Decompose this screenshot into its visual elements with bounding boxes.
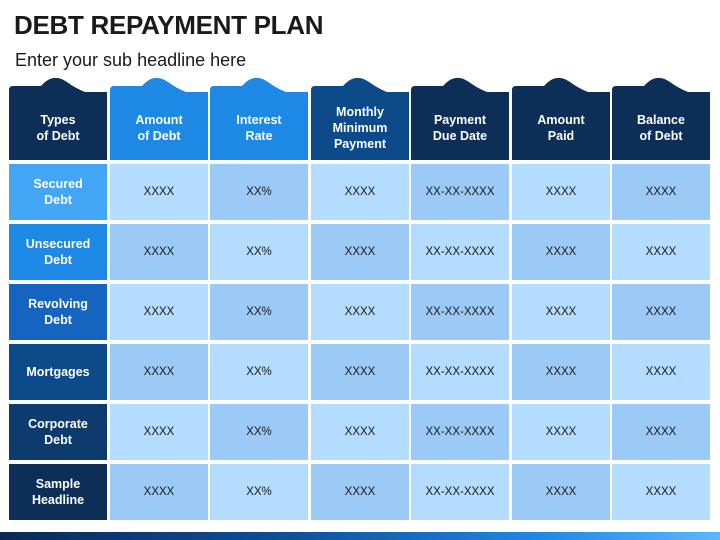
cell-amount-of-debt: XXXX <box>110 284 208 340</box>
header-label: Interest Rate <box>236 112 282 143</box>
cell-amount-of-debt: XXXX <box>110 164 208 220</box>
row-label-mortgages: Mortgages <box>9 344 107 400</box>
header-payment-due-date: Payment Due Date <box>411 76 509 160</box>
header-balance-of-debt: Balance of Debt <box>612 76 710 160</box>
row-label-revolving-debt: Revolving Debt <box>9 284 107 340</box>
cell-interest-rate: XX% <box>210 224 308 280</box>
tab-shape <box>9 77 107 160</box>
cell-interest-rate: XX% <box>210 284 308 340</box>
cell-amount-paid: XXXX <box>512 164 610 220</box>
header-label: Amount of Debt <box>135 112 183 143</box>
tab-shape <box>110 77 208 160</box>
cell-monthly-minimum-payment: XXXX <box>311 344 409 400</box>
cell-balance-of-debt: XXXX <box>612 224 710 280</box>
cell-amount-paid: XXXX <box>512 224 610 280</box>
page-title: DEBT REPAYMENT PLAN <box>14 10 324 40</box>
header-label: Monthly Minimum Payment <box>332 104 388 152</box>
debt-table: Types of Debt Amount of Debt Interest Ra… <box>9 76 711 522</box>
cell-monthly-minimum-payment: XXXX <box>311 224 409 280</box>
row-label-secured-debt: Secured Debt <box>9 164 107 220</box>
cell-monthly-minimum-payment: XXXX <box>311 464 409 520</box>
tab-shape <box>411 77 509 160</box>
header-types-of-debt: Types of Debt <box>9 76 107 160</box>
page-subtitle: Enter your sub headline here <box>15 50 247 70</box>
cell-amount-paid: XXXX <box>512 284 610 340</box>
cell-amount-of-debt: XXXX <box>110 404 208 460</box>
cell-amount-paid: XXXX <box>512 404 610 460</box>
cell-monthly-minimum-payment: XXXX <box>311 404 409 460</box>
header-monthly-minimum-payment: Monthly Minimum Payment <box>311 76 409 160</box>
cell-payment-due-date: XX-XX-XXXX <box>411 404 509 460</box>
cell-amount-of-debt: XXXX <box>110 224 208 280</box>
cell-balance-of-debt: XXXX <box>612 284 710 340</box>
cell-balance-of-debt: XXXX <box>612 404 710 460</box>
cell-payment-due-date: XX-XX-XXXX <box>411 284 509 340</box>
cell-payment-due-date: XX-XX-XXXX <box>411 224 509 280</box>
header-label: Types of Debt <box>36 112 80 143</box>
cell-interest-rate: XX% <box>210 164 308 220</box>
cell-balance-of-debt: XXXX <box>612 464 710 520</box>
cell-payment-due-date: XX-XX-XXXX <box>411 464 509 520</box>
tab-shape <box>512 77 610 160</box>
cell-payment-due-date: XX-XX-XXXX <box>411 344 509 400</box>
tab-shape <box>612 77 710 160</box>
footer-accent-bar <box>0 532 720 540</box>
cell-amount-paid: XXXX <box>512 344 610 400</box>
cell-monthly-minimum-payment: XXXX <box>311 284 409 340</box>
header-label: Amount Paid <box>537 112 585 143</box>
cell-payment-due-date: XX-XX-XXXX <box>411 164 509 220</box>
header-label: Balance of Debt <box>637 112 685 143</box>
header-interest-rate: Interest Rate <box>210 76 308 160</box>
row-label-corporate-debt: Corporate Debt <box>9 404 107 460</box>
cell-balance-of-debt: XXXX <box>612 164 710 220</box>
cell-monthly-minimum-payment: XXXX <box>311 164 409 220</box>
cell-amount-of-debt: XXXX <box>110 464 208 520</box>
row-label-sample-headline: Sample Headline <box>9 464 107 520</box>
header-amount-paid: Amount Paid <box>512 76 610 160</box>
cell-amount-paid: XXXX <box>512 464 610 520</box>
cell-amount-of-debt: XXXX <box>110 344 208 400</box>
header-amount-of-debt: Amount of Debt <box>110 76 208 160</box>
tab-shape <box>210 77 308 160</box>
header-label: Payment Due Date <box>432 112 488 143</box>
cell-balance-of-debt: XXXX <box>612 344 710 400</box>
tab-shape <box>311 77 409 160</box>
cell-interest-rate: XX% <box>210 344 308 400</box>
row-label-unsecured-debt: Unsecured Debt <box>9 224 107 280</box>
cell-interest-rate: XX% <box>210 404 308 460</box>
cell-interest-rate: XX% <box>210 464 308 520</box>
